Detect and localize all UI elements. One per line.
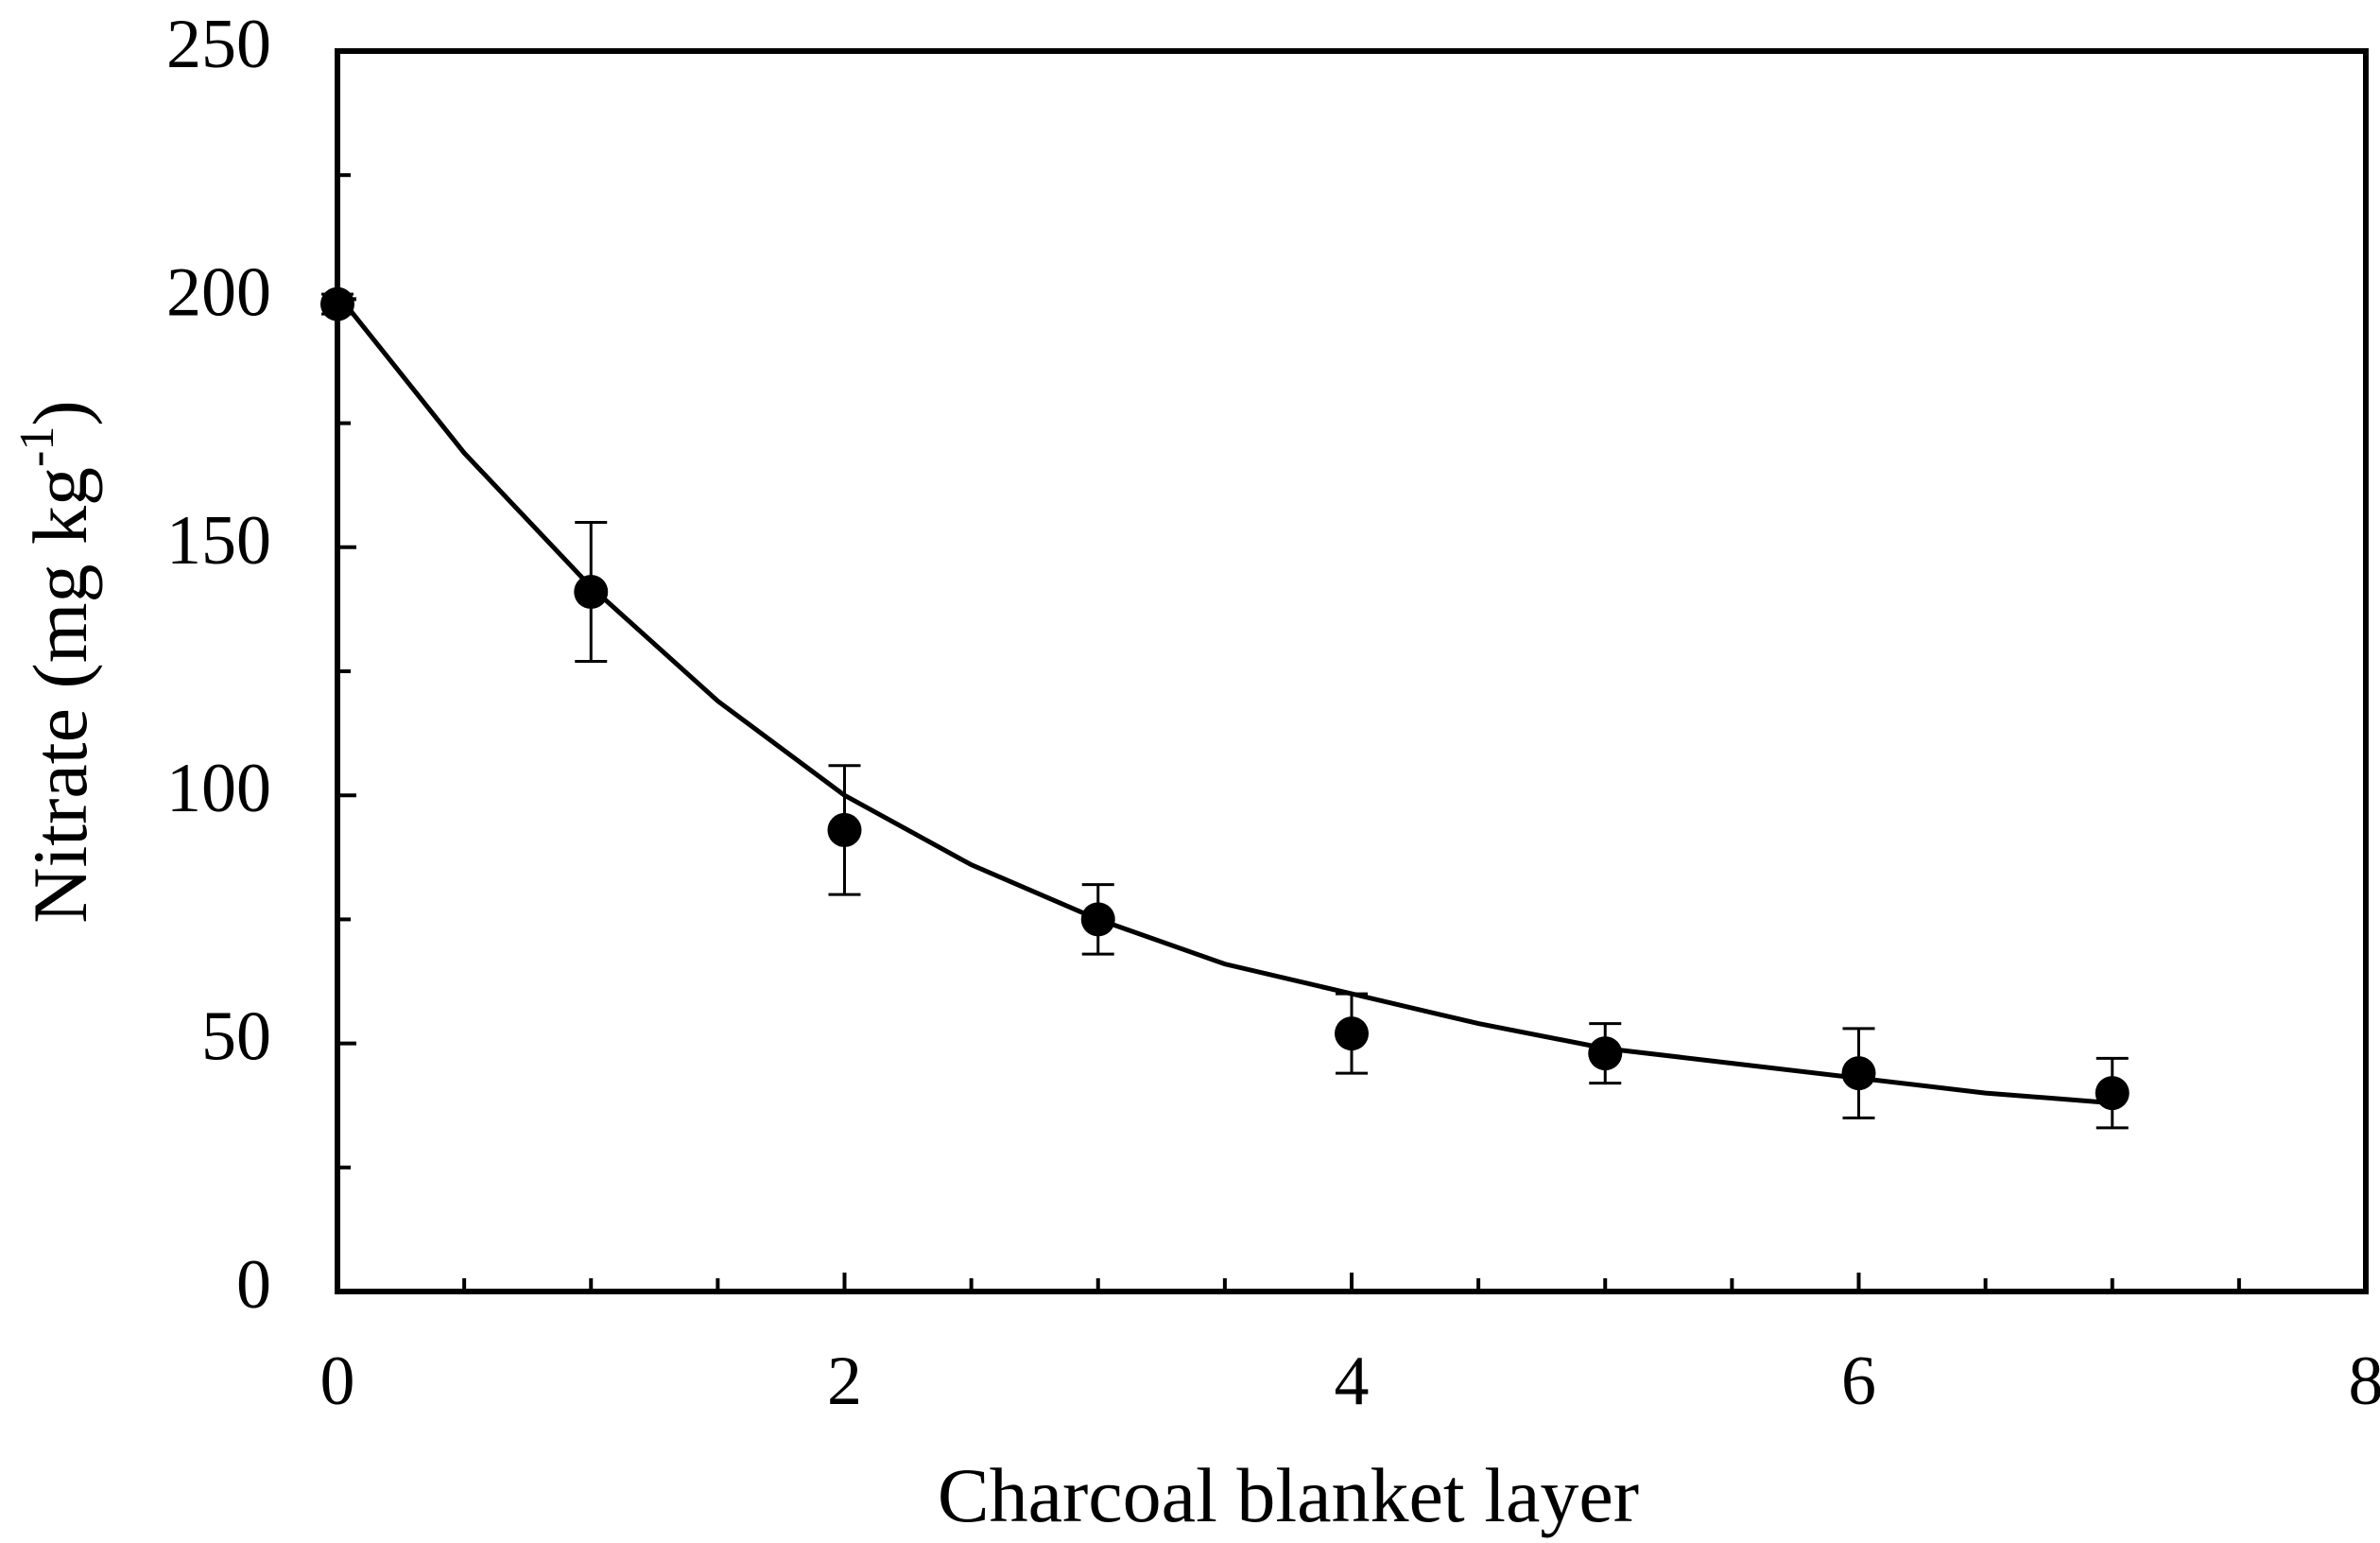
- y-axis-title-sup: -1: [10, 426, 64, 467]
- data-point: [1841, 1056, 1876, 1091]
- y-axis-title: Nitrate (mg kg-1): [10, 400, 103, 923]
- fit-curve: [336, 292, 2113, 1106]
- y-axis-title-main: Nitrate (mg kg: [17, 467, 103, 924]
- y-tick-label: 50: [201, 998, 271, 1076]
- y-tick-label: 0: [236, 1246, 271, 1324]
- plot-frame: [335, 48, 2369, 1294]
- x-tick-label: 4: [1335, 1343, 1370, 1420]
- y-tick-label: 150: [166, 502, 271, 580]
- data-point: [827, 812, 862, 847]
- data-point: [2095, 1076, 2130, 1111]
- y-axis-title-end: ): [17, 400, 103, 425]
- x-tick-label: 6: [1841, 1343, 1876, 1420]
- y-tick-label: 200: [166, 253, 271, 331]
- data-point: [574, 575, 609, 610]
- x-tick-label: 8: [2349, 1343, 2380, 1420]
- data-point: [1588, 1036, 1623, 1071]
- x-tick-label: 2: [827, 1343, 862, 1420]
- y-tick-label: 100: [166, 750, 271, 827]
- x-tick-label: 0: [320, 1343, 355, 1420]
- y-tick-label: 250: [166, 6, 271, 83]
- data-point: [1335, 1016, 1369, 1051]
- x-axis-title: Charcoal blanket layer: [938, 1452, 1639, 1538]
- data-point: [320, 286, 354, 321]
